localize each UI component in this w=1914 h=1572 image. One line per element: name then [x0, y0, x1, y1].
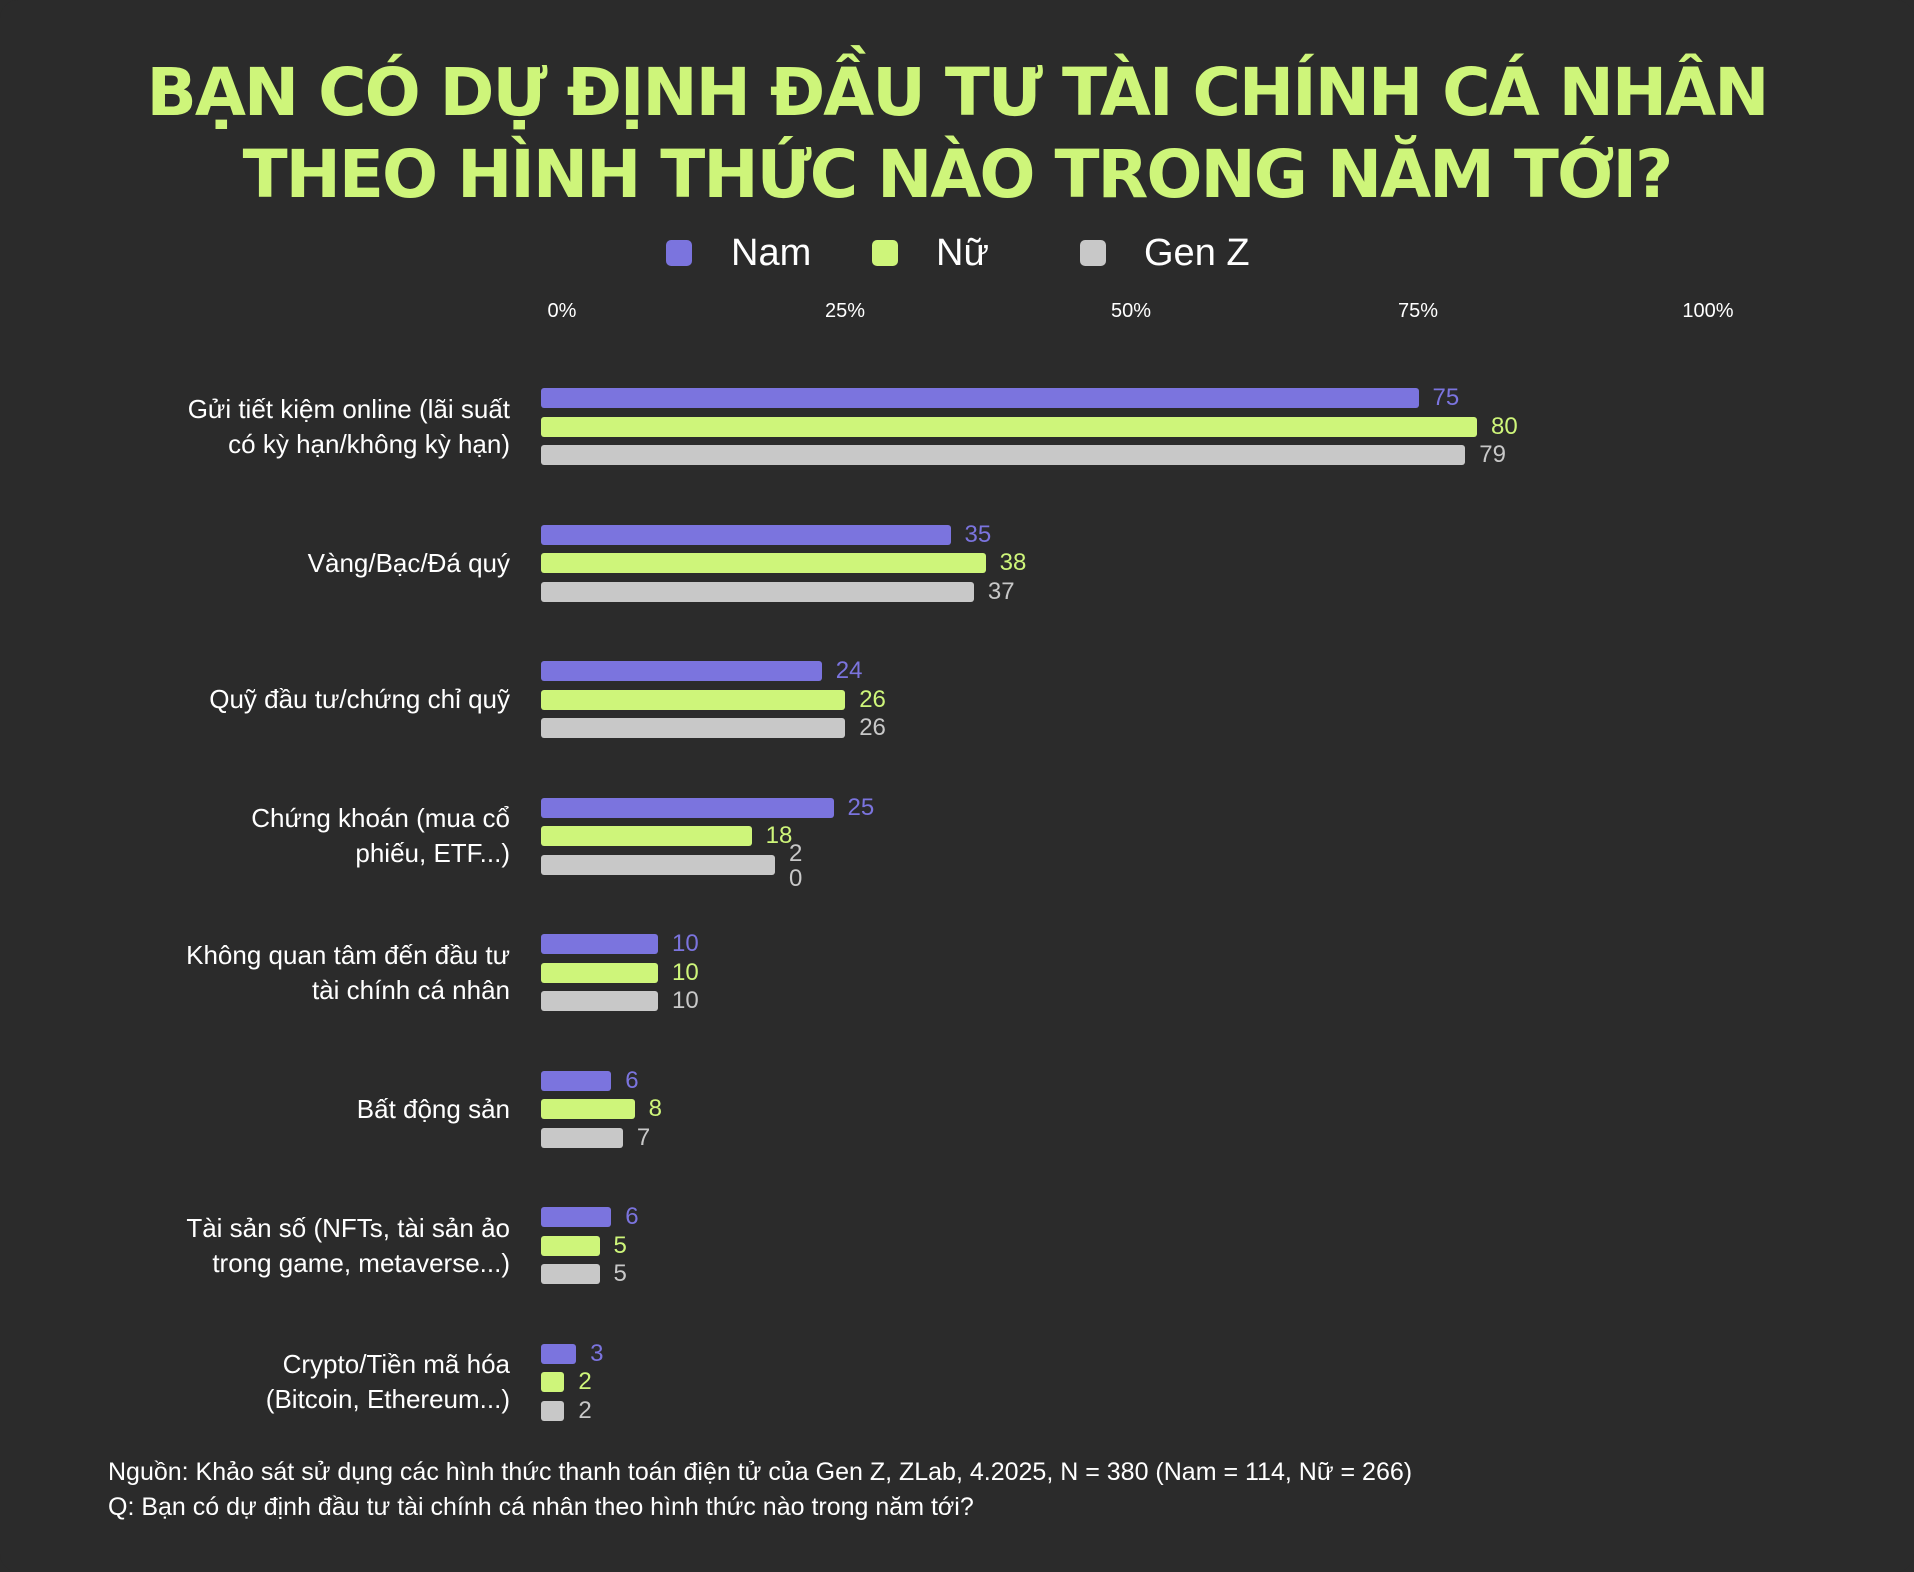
- category-label-line: Bất động sản: [356, 1093, 510, 1124]
- category-label: Chứng khoán (mua cổ phiếu, ETF...): [150, 801, 510, 871]
- bar-genz: [541, 445, 1466, 465]
- bar-nam: [541, 388, 1419, 408]
- bar-genz: [541, 1264, 600, 1284]
- legend-swatch-nu: [872, 240, 898, 266]
- bar-nam: [541, 1207, 612, 1227]
- category-label-line: Gửi tiết kiệm online (lãi suất: [187, 393, 510, 424]
- footer: Nguồn: Khảo sát sử dụng các hình thức th…: [108, 1455, 1412, 1525]
- bar-nu: [541, 1235, 600, 1256]
- bar-genz: [541, 1127, 623, 1148]
- x-tick-0: 0%: [547, 300, 577, 322]
- data-label-genz: 7: [636, 1123, 651, 1151]
- legend-label-nu: Nữ: [936, 232, 989, 274]
- legend-label-genz: Gen Z: [1144, 232, 1250, 274]
- chart-title: BẠN CÓ DỰ ĐỊNH ĐẦU TƯ TÀI CHÍNH CÁ NHÂN …: [0, 52, 1914, 216]
- data-label-nam: 10: [672, 930, 699, 957]
- x-tick-25: 25%: [824, 300, 866, 322]
- category-label-line: Không quan tâm đến đầu tư: [186, 939, 510, 970]
- data-label-nam: 75: [1432, 384, 1460, 411]
- data-label-genz: 37: [987, 577, 1015, 605]
- category-label: Bất động sản: [150, 1092, 510, 1127]
- bar-nam: [541, 661, 822, 681]
- data-label-nu: 80: [1491, 412, 1518, 440]
- data-label-genz: 2: [578, 1396, 592, 1424]
- bar-genz: [541, 854, 775, 875]
- bar-genz: [541, 581, 974, 602]
- data-label-genz: 10: [672, 987, 699, 1014]
- category-label: Crypto/Tiền mã hóa (Bitcoin, Ethereum...): [150, 1347, 510, 1417]
- category-label-line: Quỹ đầu tư/chứng chỉ quỹ: [209, 684, 510, 714]
- bar-nam: [541, 524, 951, 545]
- bar-nu: [541, 962, 658, 983]
- category-label-line: phiếu, ETF...): [355, 838, 510, 868]
- x-tick-100: 100%: [1682, 300, 1734, 322]
- category-label: Gửi tiết kiệm online (lãi suất có kỳ hạn/…: [150, 392, 510, 462]
- data-label-nu: 2: [578, 1368, 592, 1395]
- category-label-line: Vàng/Bạc/Đá quý: [307, 547, 510, 578]
- bar-genz: [541, 718, 846, 738]
- data-label-nam: 6: [625, 1203, 639, 1230]
- data-label-genz: 79: [1479, 441, 1506, 468]
- bar-nu: [541, 553, 986, 573]
- category-label-line: Chứng khoán (mua cổ: [251, 803, 510, 833]
- legend-swatch-genz: [1080, 240, 1106, 266]
- category-label-line: Crypto/Tiền mã hóa: [282, 1349, 510, 1379]
- data-label-nu: 26: [859, 685, 886, 713]
- x-tick-50: 50%: [1110, 300, 1152, 322]
- legend-label-nam: Nam: [731, 232, 812, 274]
- category-label: Quỹ đầu tư/chứng chỉ quỹ: [150, 682, 510, 717]
- source-note: Nguồn: Khảo sát sử dụng các hình thức th…: [108, 1458, 1413, 1486]
- title-line-2: THEO HÌNH THỨC NÀO TRONG NĂM TỚI?: [242, 136, 1674, 213]
- bar-nu: [541, 1372, 565, 1392]
- legend-swatch-nam: [666, 240, 692, 266]
- category-label-line: (Bitcoin, Ethereum...): [265, 1384, 510, 1414]
- data-label-nam: 25: [847, 793, 875, 821]
- bar-nu: [541, 689, 846, 710]
- legend: Nam Nữ Gen Z: [0, 228, 1914, 278]
- data-label-genz: 5: [613, 1260, 627, 1287]
- category-label-line: tài chính cá nhân: [311, 974, 510, 1005]
- category-label-line: có kỳ hạn/không kỳ hạn): [228, 428, 510, 459]
- category-label-line: trong game, metaverse...): [212, 1247, 510, 1278]
- bar-nu: [541, 1099, 635, 1119]
- data-label-nu: 8: [648, 1095, 662, 1122]
- category-label: Không quan tâm đến đầu tư tài chính cá nh…: [150, 938, 510, 1008]
- data-label-genz: 2 0: [789, 839, 803, 892]
- data-label-genz: 26: [859, 714, 886, 741]
- bar-genz: [541, 1400, 565, 1421]
- bar-nu: [541, 416, 1477, 437]
- x-tick-75: 75%: [1397, 300, 1439, 322]
- data-label-nu: 5: [613, 1231, 627, 1259]
- category-label: Vàng/Bạc/Đá quý: [150, 546, 510, 581]
- category-label-line: Tài sản số (NFTs, tài sản ảo: [186, 1212, 510, 1243]
- data-label-nu: 18: [765, 822, 793, 849]
- data-label-nu: 10: [672, 958, 699, 986]
- category-label: Tài sản số (NFTs, tài sản ảo trong game, …: [150, 1211, 510, 1281]
- bar-nu: [541, 826, 752, 846]
- data-label-nam: 3: [590, 1339, 604, 1367]
- bar-nam: [541, 797, 834, 818]
- bar-genz: [541, 991, 658, 1011]
- title-line-1: BẠN CÓ DỰ ĐỊNH ĐẦU TƯ TÀI CHÍNH CÁ NHÂN: [146, 54, 1770, 131]
- bar-nam: [541, 1070, 612, 1091]
- bar-nam: [541, 934, 658, 954]
- data-label-nam: 35: [964, 520, 992, 548]
- bar-nam: [541, 1343, 577, 1364]
- data-label-nu: 38: [999, 549, 1027, 576]
- question-note: Q: Bạn có dự định đầu tư tài chính cá nh…: [108, 1493, 974, 1521]
- data-label-nam: 6: [625, 1066, 639, 1094]
- data-label-nam: 24: [835, 657, 863, 684]
